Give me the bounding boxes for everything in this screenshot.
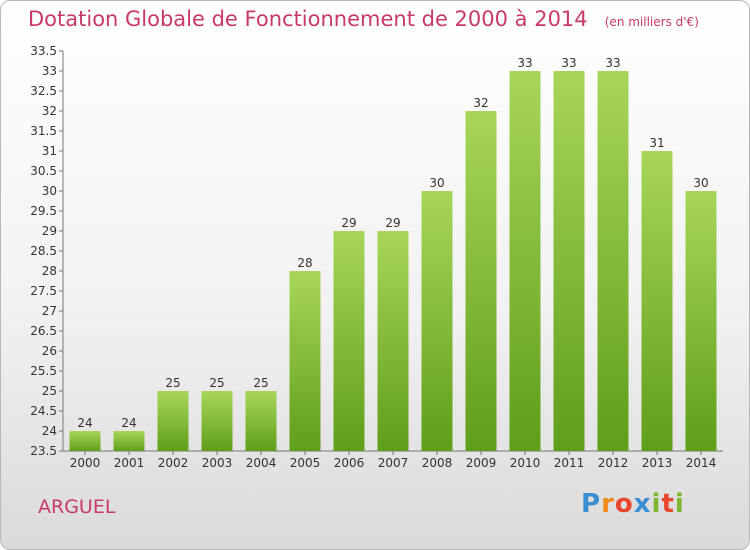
y-tick-label: 30.5	[30, 164, 57, 178]
bar-value-label: 33	[605, 56, 620, 70]
bar-value-label: 29	[385, 216, 400, 230]
y-tick-label: 26.5	[30, 324, 57, 338]
y-tick-label: 26	[42, 344, 57, 358]
logo-letter: x	[633, 489, 652, 519]
y-tick-label: 28	[42, 264, 57, 278]
bar-value-label: 30	[429, 176, 444, 190]
bar-value-label: 25	[165, 376, 180, 390]
bar-2005	[289, 271, 321, 451]
logo-letter: t	[661, 489, 675, 519]
x-tick-label: 2009	[466, 456, 497, 470]
chart-subtitle: (en milliers d'€)	[604, 15, 699, 29]
y-tick-label: 33.5	[30, 44, 57, 58]
bar-value-label: 32	[473, 96, 488, 110]
bar-2012	[597, 71, 629, 451]
bar-2001	[113, 431, 145, 451]
bar-2000	[69, 431, 101, 451]
y-tick-label: 24.5	[30, 404, 57, 418]
bar-2002	[157, 391, 189, 451]
y-tick-label: 29.5	[30, 204, 57, 218]
x-tick-label: 2012	[598, 456, 629, 470]
x-tick-label: 2002	[158, 456, 189, 470]
y-tick-label: 25	[42, 384, 57, 398]
x-tick-label: 2001	[114, 456, 145, 470]
logo-letter: i	[674, 489, 685, 519]
bar-value-label: 30	[693, 176, 708, 190]
bar-2013	[641, 151, 673, 451]
bar-value-label: 28	[297, 256, 312, 270]
bar-value-label: 29	[341, 216, 356, 230]
x-tick-label: 2003	[202, 456, 233, 470]
y-tick-label: 31.5	[30, 124, 57, 138]
bar-value-label: 24	[77, 416, 92, 430]
logo-letter: r	[601, 489, 615, 519]
x-tick-label: 2000	[70, 456, 101, 470]
x-tick-label: 2008	[422, 456, 453, 470]
bar-value-label: 25	[253, 376, 268, 390]
x-tick-label: 2013	[642, 456, 673, 470]
x-tick-label: 2011	[554, 456, 585, 470]
x-tick-label: 2004	[246, 456, 277, 470]
bar-2010	[509, 71, 541, 451]
proxiti-logo: Proxiti	[581, 489, 685, 519]
bar-value-label: 24	[121, 416, 136, 430]
bar-value-label: 33	[561, 56, 576, 70]
logo-letter: i	[651, 489, 662, 519]
bar-value-label: 31	[649, 136, 664, 150]
bar-value-label: 25	[209, 376, 224, 390]
logo-letter: P	[581, 489, 602, 519]
bar-2009	[465, 111, 497, 451]
y-tick-label: 28.5	[30, 244, 57, 258]
y-tick-label: 27	[42, 304, 57, 318]
bar-value-label: 33	[517, 56, 532, 70]
axes: 23.5 24 24.5 25 25.5 26 26.5 27 27.5 28 28.5 29 29.5…	[30, 44, 723, 470]
y-tick-label: 23.5	[30, 444, 57, 458]
y-tick-label: 25.5	[30, 364, 57, 378]
logo-letter: o	[614, 489, 634, 519]
bars	[69, 71, 717, 451]
bar-2008	[421, 191, 453, 451]
chart-title: Dotation Globale de Fonctionnement de 20…	[28, 7, 588, 31]
x-tick-label: 2010	[510, 456, 541, 470]
x-tick-label: 2005	[290, 456, 321, 470]
bar-2007	[377, 231, 409, 451]
bar-2014	[685, 191, 717, 451]
y-tick-label: 32	[42, 104, 57, 118]
bar-2004	[245, 391, 277, 451]
bar-labels: 24 24 25 25 25 28 29 29 30 32 33 33 33 31 30	[77, 56, 708, 430]
y-tick-label: 29	[42, 224, 57, 238]
x-tick-label: 2014	[686, 456, 717, 470]
y-tick-label: 30	[42, 184, 57, 198]
y-tick-label: 24	[42, 424, 57, 438]
y-tick-label: 32.5	[30, 84, 57, 98]
y-tick-label: 27.5	[30, 284, 57, 298]
bar-2003	[201, 391, 233, 451]
bar-2006	[333, 231, 365, 451]
x-tick-label: 2007	[378, 456, 409, 470]
y-tick-label: 33	[42, 64, 57, 78]
y-tick-label: 31	[42, 144, 57, 158]
commune-name: ARGUEL	[38, 496, 116, 518]
bar-2011	[553, 71, 585, 451]
title-row: Dotation Globale de Fonctionnement de 20…	[28, 7, 699, 31]
x-tick-label: 2006	[334, 456, 365, 470]
